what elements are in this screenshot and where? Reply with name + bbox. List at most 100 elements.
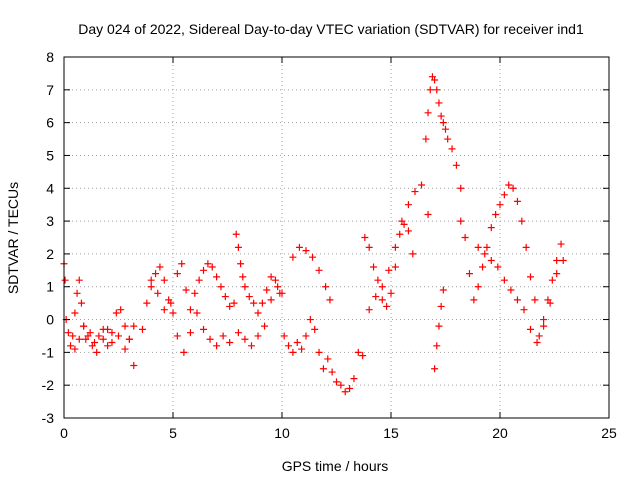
data-point <box>213 273 221 281</box>
y-tick-label: -1 <box>42 344 55 360</box>
data-point <box>411 188 419 196</box>
data-point <box>513 197 521 205</box>
y-tick-label: 0 <box>46 312 54 328</box>
data-point <box>293 339 301 347</box>
data-point <box>289 348 297 356</box>
data-point <box>474 283 482 291</box>
data-point <box>457 184 465 192</box>
y-tick-label: 3 <box>46 213 54 229</box>
data-point <box>93 348 101 356</box>
data-point <box>154 289 162 297</box>
data-point <box>204 260 212 268</box>
data-point <box>289 253 297 261</box>
data-point <box>337 381 345 389</box>
data-point <box>267 273 275 281</box>
data-point <box>71 345 79 353</box>
data-point <box>206 335 214 343</box>
data-point <box>559 256 567 264</box>
data-point <box>274 283 282 291</box>
data-point <box>546 299 554 307</box>
data-point <box>535 332 543 340</box>
data-point <box>354 348 362 356</box>
data-point <box>169 309 177 317</box>
data-point <box>69 332 77 340</box>
data-point <box>500 276 508 284</box>
data-point <box>234 329 242 337</box>
data-point <box>156 263 164 271</box>
data-point <box>418 181 426 189</box>
data-point <box>99 335 107 343</box>
data-point <box>84 332 92 340</box>
data-point <box>193 309 201 317</box>
data-point <box>302 247 310 255</box>
data-point <box>391 263 399 271</box>
x-tick-label: 25 <box>601 425 617 441</box>
data-point <box>173 270 181 278</box>
data-point <box>444 135 452 143</box>
data-point <box>409 250 417 258</box>
data-point <box>461 234 469 241</box>
data-point <box>404 227 412 235</box>
data-point <box>271 276 279 284</box>
data-point <box>182 286 190 294</box>
data-point <box>88 342 96 350</box>
data-point <box>208 263 216 271</box>
data-point <box>125 335 133 343</box>
data-point <box>121 322 129 330</box>
data-point <box>232 230 240 238</box>
data-point <box>195 276 203 284</box>
data-point <box>178 260 186 268</box>
grid-lines <box>64 57 609 418</box>
y-tick-label: 6 <box>46 115 54 131</box>
data-point <box>422 135 430 143</box>
data-point <box>383 302 391 310</box>
y-tick-labels: -3 -2 -1 0 1 2 3 4 5 6 7 8 <box>42 49 55 426</box>
data-point <box>424 211 432 219</box>
data-point <box>370 263 378 271</box>
data-point <box>341 388 349 396</box>
data-point <box>61 276 69 284</box>
data-point <box>387 289 395 297</box>
data-point <box>115 332 122 340</box>
data-point <box>261 322 269 330</box>
data-point <box>143 299 151 307</box>
data-point <box>241 335 249 343</box>
data-point <box>435 322 443 330</box>
data-point <box>470 296 478 304</box>
data-point <box>75 335 83 343</box>
data-point <box>533 339 541 347</box>
data-point <box>431 365 439 373</box>
data-point <box>75 276 83 284</box>
data-point <box>557 240 565 248</box>
data-point <box>531 296 539 304</box>
data-point <box>263 286 271 294</box>
data-point <box>180 348 188 356</box>
data-point <box>147 283 155 291</box>
data-point <box>302 332 310 340</box>
data-point <box>64 329 72 337</box>
data-point <box>245 293 253 301</box>
data-point <box>437 302 445 310</box>
data-point <box>295 243 303 251</box>
data-point <box>239 273 247 281</box>
plot-frame <box>63 56 610 419</box>
chart-title: Day 024 of 2022, Sidereal Day-to-day VTE… <box>78 21 584 37</box>
data-point <box>104 325 112 333</box>
data-point <box>241 283 249 291</box>
data-point <box>365 306 373 314</box>
data-point <box>518 217 526 225</box>
data-point <box>404 201 412 209</box>
data-point <box>95 332 103 340</box>
data-point <box>230 299 238 307</box>
data-point <box>130 322 138 330</box>
data-point <box>378 296 386 304</box>
data-point <box>433 342 441 350</box>
data-point <box>306 316 314 324</box>
data-point <box>396 230 404 238</box>
data-point <box>319 365 327 373</box>
data-point <box>505 181 513 189</box>
data-point <box>219 332 227 340</box>
data-point <box>258 299 266 307</box>
data-point <box>431 76 439 84</box>
y-axis-label: SDTVAR / TECUs <box>5 182 21 294</box>
